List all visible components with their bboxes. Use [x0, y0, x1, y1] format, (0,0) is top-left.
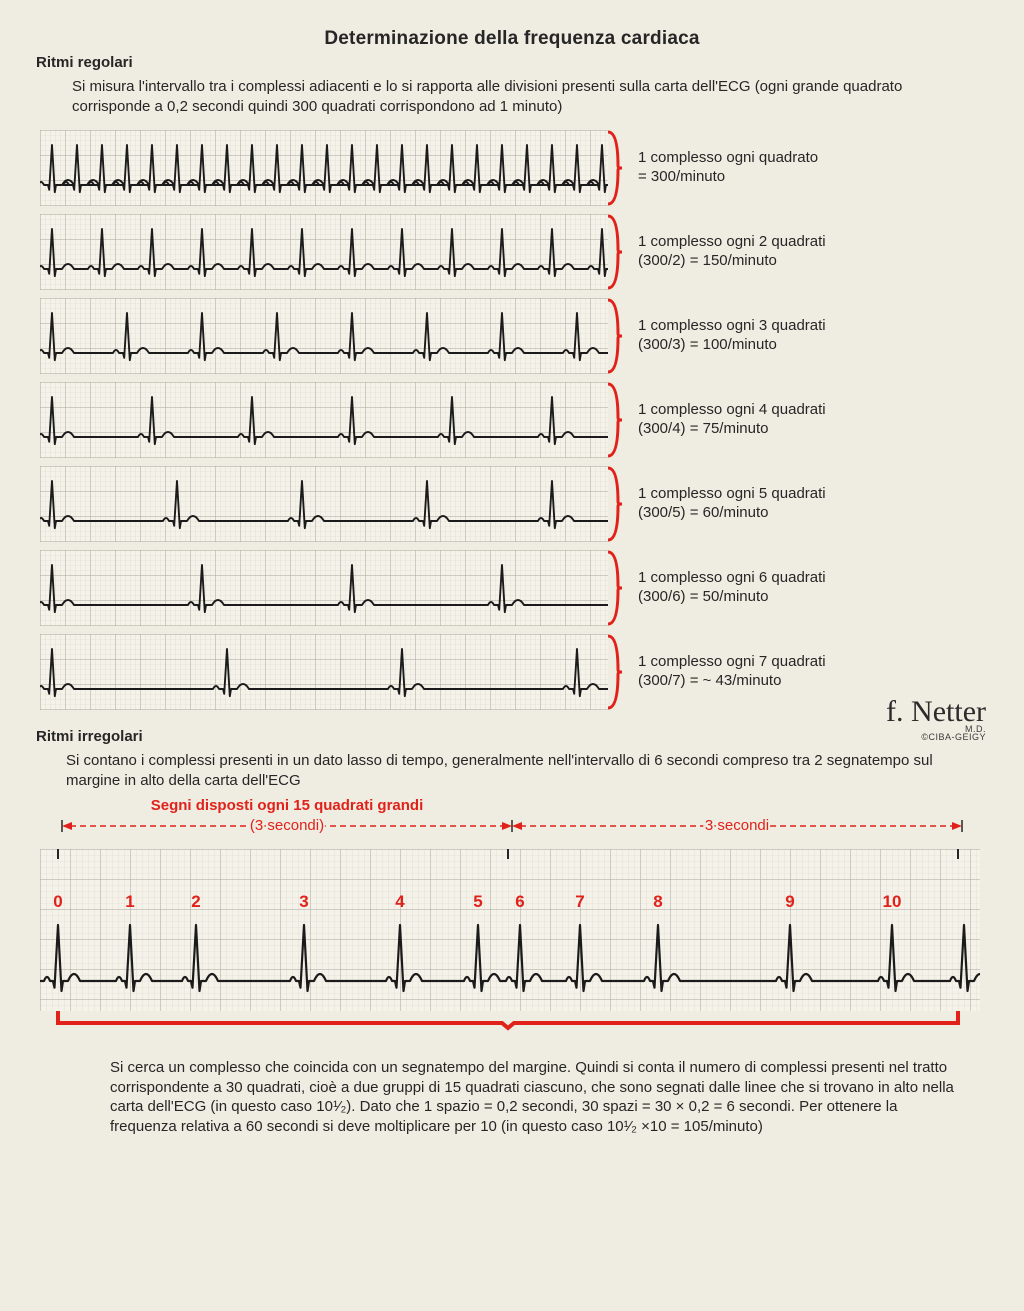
bracket-icon	[608, 214, 622, 290]
strip-row: 1 complesso ogni 3 quadrati(300/3) = 100…	[40, 298, 992, 374]
svg-text:Segni disposti ogni 15 quadrat: Segni disposti ogni 15 quadrati grandi	[151, 797, 424, 814]
strip-label: 1 complesso ogni 4 quadrati(300/4) = 75/…	[638, 401, 992, 439]
irregular-annotation: Segni disposti ogni 15 quadrati grandi (…	[32, 796, 992, 847]
section1-intro: Si misura l'intervallo tra i complessi a…	[72, 77, 982, 116]
strip-row: 1 complesso ogni quadrato= 300/minuto	[40, 130, 992, 206]
strip-label: 1 complesso ogni 2 quadrati(300/2) = 150…	[638, 233, 992, 271]
bracket-icon	[608, 466, 622, 542]
ecg-strip-2	[40, 214, 608, 290]
section2-intro: Si contano i complessi presenti in un da…	[66, 751, 982, 790]
strip-label: 1 complesso ogni quadrato= 300/minuto	[638, 149, 992, 187]
svg-text:(3 secondi): (3 secondi)	[250, 817, 324, 834]
strip-label: 1 complesso ogni 5 quadrati(300/5) = 60/…	[638, 485, 992, 523]
bracket-icon	[608, 130, 622, 206]
strip-row: 1 complesso ogni 6 quadrati(300/6) = 50/…	[40, 550, 992, 626]
ecg-strip-5	[40, 466, 608, 542]
strip-label: 1 complesso ogni 6 quadrati(300/6) = 50/…	[638, 569, 992, 607]
strip-row: 1 complesso ogni 5 quadrati(300/5) = 60/…	[40, 466, 992, 542]
strip-row: 1 complesso ogni 7 quadrati(300/7) = ~ 4…	[40, 634, 992, 710]
ecg-strips-container: 1 complesso ogni quadrato= 300/minuto 1 …	[32, 130, 992, 710]
svg-text:5: 5	[473, 892, 482, 911]
svg-text:3: 3	[299, 892, 308, 911]
bracket-icon	[608, 550, 622, 626]
conclusion-text: Si cerca un complesso che coincida con u…	[110, 1058, 958, 1136]
section2-heading: Ritmi irregolari	[36, 728, 992, 745]
ecg-strip-6	[40, 550, 608, 626]
bracket-icon	[608, 382, 622, 458]
signature: f. Netter M.D.©CIBA-GEIGY	[886, 698, 986, 741]
section1-heading: Ritmi regolari	[36, 54, 992, 71]
page-title: Determinazione della frequenza cardiaca	[32, 28, 992, 50]
svg-text:7: 7	[575, 892, 584, 911]
svg-text:6: 6	[515, 892, 524, 911]
strip-row: 1 complesso ogni 4 quadrati(300/4) = 75/…	[40, 382, 992, 458]
irregular-ecg-strip: 0 1 2 3 4 5 6 7 8 9 10	[40, 849, 984, 1042]
bracket-icon	[608, 634, 622, 710]
irregular-ecg-svg: 0 1 2 3 4 5 6 7 8 9 10	[40, 849, 980, 1037]
svg-text:9: 9	[785, 892, 794, 911]
ecg-strip-1	[40, 130, 608, 206]
svg-text:1: 1	[125, 892, 134, 911]
svg-text:8: 8	[653, 892, 662, 911]
strip-label: 1 complesso ogni 7 quadrati(300/7) = ~ 4…	[638, 653, 992, 691]
time-marker-annotation: Segni disposti ogni 15 quadrati grandi (…	[44, 796, 984, 842]
section2: f. Netter M.D.©CIBA-GEIGY Ritmi irregola…	[32, 728, 992, 1136]
strip-row: 1 complesso ogni 2 quadrati(300/2) = 150…	[40, 214, 992, 290]
ecg-strip-3	[40, 298, 608, 374]
strip-label: 1 complesso ogni 3 quadrati(300/3) = 100…	[638, 317, 992, 355]
svg-text:3 secondi: 3 secondi	[705, 817, 769, 834]
bracket-icon	[608, 298, 622, 374]
svg-text:0: 0	[53, 892, 62, 911]
ecg-strip-4	[40, 382, 608, 458]
svg-text:2: 2	[191, 892, 200, 911]
svg-text:4: 4	[395, 892, 405, 911]
ecg-strip-7	[40, 634, 608, 710]
svg-text:10: 10	[883, 892, 902, 911]
